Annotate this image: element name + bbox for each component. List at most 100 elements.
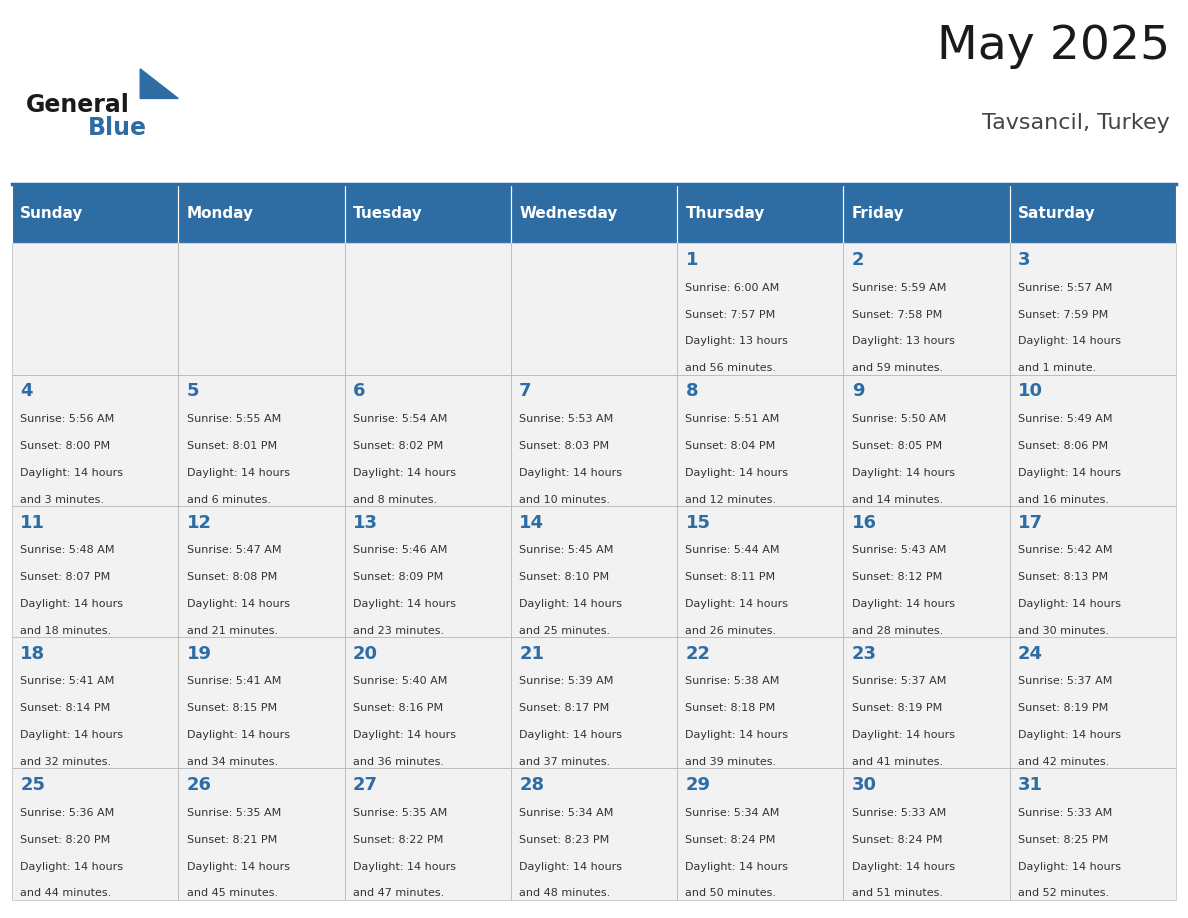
Text: Sunset: 7:57 PM: Sunset: 7:57 PM [685, 309, 776, 319]
Bar [511, 637, 677, 768]
Text: Tavsancil, Turkey: Tavsancil, Turkey [982, 113, 1170, 133]
Text: Sunday: Sunday [20, 206, 83, 221]
Text: and 52 minutes.: and 52 minutes. [1018, 889, 1110, 899]
Text: Sunset: 8:06 PM: Sunset: 8:06 PM [1018, 441, 1108, 451]
Bar [843, 637, 1010, 768]
Text: Sunset: 7:59 PM: Sunset: 7:59 PM [1018, 309, 1108, 319]
Text: Daylight: 14 hours: Daylight: 14 hours [20, 731, 124, 740]
Text: Sunset: 8:22 PM: Sunset: 8:22 PM [353, 834, 443, 845]
Bar [1010, 768, 1176, 900]
Text: and 14 minutes.: and 14 minutes. [852, 495, 943, 505]
Text: Daylight: 14 hours: Daylight: 14 hours [1018, 337, 1121, 346]
Text: 7: 7 [519, 383, 532, 400]
Text: Daylight: 14 hours: Daylight: 14 hours [187, 468, 290, 477]
Bar [178, 375, 345, 506]
Text: Sunset: 8:24 PM: Sunset: 8:24 PM [852, 834, 942, 845]
Text: Sunrise: 5:37 AM: Sunrise: 5:37 AM [1018, 677, 1112, 687]
Text: and 8 minutes.: and 8 minutes. [353, 495, 437, 505]
Text: 4: 4 [20, 383, 33, 400]
Bar [511, 184, 677, 243]
Bar [677, 506, 843, 637]
Text: Daylight: 14 hours: Daylight: 14 hours [852, 599, 955, 609]
Text: Sunset: 8:23 PM: Sunset: 8:23 PM [519, 834, 609, 845]
Text: and 16 minutes.: and 16 minutes. [1018, 495, 1110, 505]
Bar [12, 243, 178, 375]
Text: 21: 21 [519, 645, 544, 663]
Text: Sunrise: 5:39 AM: Sunrise: 5:39 AM [519, 677, 613, 687]
Text: and 28 minutes.: and 28 minutes. [852, 626, 943, 636]
Text: Sunrise: 6:00 AM: Sunrise: 6:00 AM [685, 283, 779, 293]
Text: Daylight: 14 hours: Daylight: 14 hours [852, 731, 955, 740]
Bar [178, 637, 345, 768]
Text: and 23 minutes.: and 23 minutes. [353, 626, 444, 636]
Bar [345, 768, 511, 900]
Text: Daylight: 14 hours: Daylight: 14 hours [1018, 731, 1121, 740]
Text: and 34 minutes.: and 34 minutes. [187, 757, 278, 767]
Bar [843, 243, 1010, 375]
Text: Daylight: 14 hours: Daylight: 14 hours [685, 468, 789, 477]
Text: Sunrise: 5:53 AM: Sunrise: 5:53 AM [519, 414, 613, 424]
Text: Sunset: 8:15 PM: Sunset: 8:15 PM [187, 703, 277, 713]
Bar [677, 375, 843, 506]
Bar [345, 184, 511, 243]
Text: and 44 minutes.: and 44 minutes. [20, 889, 112, 899]
Text: 11: 11 [20, 514, 45, 532]
Text: 13: 13 [353, 514, 378, 532]
Bar [178, 243, 345, 375]
Bar [345, 637, 511, 768]
Text: Sunrise: 5:54 AM: Sunrise: 5:54 AM [353, 414, 447, 424]
Text: and 59 minutes.: and 59 minutes. [852, 364, 943, 374]
Bar [178, 375, 345, 506]
Bar [843, 184, 1010, 243]
Text: Sunrise: 5:38 AM: Sunrise: 5:38 AM [685, 677, 779, 687]
Text: 30: 30 [852, 777, 877, 794]
Text: 16: 16 [852, 514, 877, 532]
Text: and 56 minutes.: and 56 minutes. [685, 364, 777, 374]
Bar [511, 506, 677, 637]
Text: Sunrise: 5:41 AM: Sunrise: 5:41 AM [20, 677, 114, 687]
Text: Sunset: 8:21 PM: Sunset: 8:21 PM [187, 834, 277, 845]
Text: Sunset: 8:01 PM: Sunset: 8:01 PM [187, 441, 277, 451]
Bar [511, 184, 677, 243]
Bar [843, 768, 1010, 900]
Text: and 6 minutes.: and 6 minutes. [187, 495, 271, 505]
Text: Wednesday: Wednesday [519, 206, 618, 221]
Text: and 32 minutes.: and 32 minutes. [20, 757, 112, 767]
Bar [843, 375, 1010, 506]
Text: Sunset: 8:00 PM: Sunset: 8:00 PM [20, 441, 110, 451]
Text: Sunrise: 5:49 AM: Sunrise: 5:49 AM [1018, 414, 1113, 424]
Text: Sunset: 8:12 PM: Sunset: 8:12 PM [852, 572, 942, 582]
Text: and 12 minutes.: and 12 minutes. [685, 495, 777, 505]
Text: Sunrise: 5:57 AM: Sunrise: 5:57 AM [1018, 283, 1112, 293]
Bar [677, 375, 843, 506]
Text: May 2025: May 2025 [937, 24, 1170, 69]
Text: 12: 12 [187, 514, 211, 532]
Text: and 10 minutes.: and 10 minutes. [519, 495, 611, 505]
Bar [843, 637, 1010, 768]
Bar [677, 243, 843, 375]
Text: Sunrise: 5:36 AM: Sunrise: 5:36 AM [20, 808, 114, 818]
Text: 20: 20 [353, 645, 378, 663]
Text: Sunset: 8:08 PM: Sunset: 8:08 PM [187, 572, 277, 582]
Text: Sunrise: 5:34 AM: Sunrise: 5:34 AM [519, 808, 613, 818]
Text: Sunrise: 5:47 AM: Sunrise: 5:47 AM [187, 545, 282, 555]
Bar [511, 506, 677, 637]
Text: Blue: Blue [88, 117, 147, 140]
Bar [12, 243, 178, 375]
Bar [178, 506, 345, 637]
Polygon shape [140, 69, 178, 98]
Text: 15: 15 [685, 514, 710, 532]
Text: and 30 minutes.: and 30 minutes. [1018, 626, 1110, 636]
Bar [178, 184, 345, 243]
Text: 2: 2 [852, 252, 865, 269]
Bar [178, 637, 345, 768]
Text: Daylight: 14 hours: Daylight: 14 hours [1018, 468, 1121, 477]
Bar [12, 375, 178, 506]
Text: Sunrise: 5:50 AM: Sunrise: 5:50 AM [852, 414, 946, 424]
Text: Daylight: 14 hours: Daylight: 14 hours [685, 599, 789, 609]
Text: Sunset: 8:18 PM: Sunset: 8:18 PM [685, 703, 776, 713]
Text: Daylight: 14 hours: Daylight: 14 hours [187, 599, 290, 609]
Text: and 41 minutes.: and 41 minutes. [852, 757, 943, 767]
Text: Daylight: 14 hours: Daylight: 14 hours [519, 731, 623, 740]
Bar [677, 243, 843, 375]
